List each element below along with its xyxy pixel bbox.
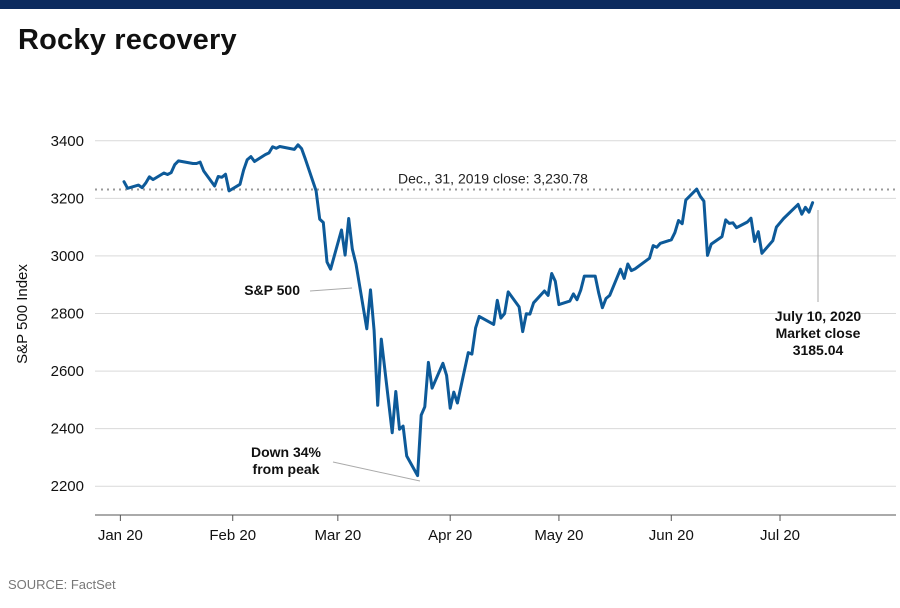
x-tick-label: Jan 20 (98, 527, 143, 544)
gridlines (95, 140, 896, 487)
y-axis-label: S&P 500 Index (14, 264, 31, 364)
sp500-series-line (122, 143, 815, 478)
y-tick-label: 2200 (51, 478, 84, 495)
x-tick-label: Feb 20 (209, 527, 256, 544)
y-tick-label: 3200 (51, 190, 84, 207)
y-tick-label: 3000 (51, 248, 84, 265)
reference-line-label: Dec., 31, 2019 close: 3,230.78 (398, 170, 588, 186)
trough-annotation-line1: Down 34% (251, 444, 322, 460)
close-annotation-line3: 3185.04 (793, 342, 844, 358)
y-tick-labels: 2200 2400 2600 2800 3000 3200 3400 (51, 133, 84, 495)
x-tick-label: May 20 (534, 527, 583, 544)
y-tick-label: 3400 (51, 133, 84, 150)
top-accent-bar (0, 0, 900, 9)
x-tick-labels: Jan 20 Feb 20 Mar 20 Apr 20 May 20 Jun 20 Jul … (98, 515, 800, 544)
x-tick-label: Apr 20 (428, 527, 472, 544)
trough-annotation-line2: from peak (253, 461, 320, 477)
y-tick-label: 2800 (51, 306, 84, 323)
y-tick-label: 2600 (51, 363, 84, 380)
close-annotation-line1: July 10, 2020 (775, 308, 862, 324)
series-label-leader (309, 287, 353, 292)
close-annotation-line2: Market close (776, 325, 861, 341)
x-tick-label: Jun 20 (649, 527, 694, 544)
source-note: SOURCE: FactSet (8, 577, 116, 592)
x-tick-label: Jul 20 (760, 527, 800, 544)
y-tick-label: 2400 (51, 421, 84, 438)
series-label-annotation: S&P 500 (244, 282, 300, 298)
trough-annotation-leader (332, 461, 421, 482)
x-tick-label: Mar 20 (314, 527, 361, 544)
chart-title: Rocky recovery (18, 24, 237, 56)
